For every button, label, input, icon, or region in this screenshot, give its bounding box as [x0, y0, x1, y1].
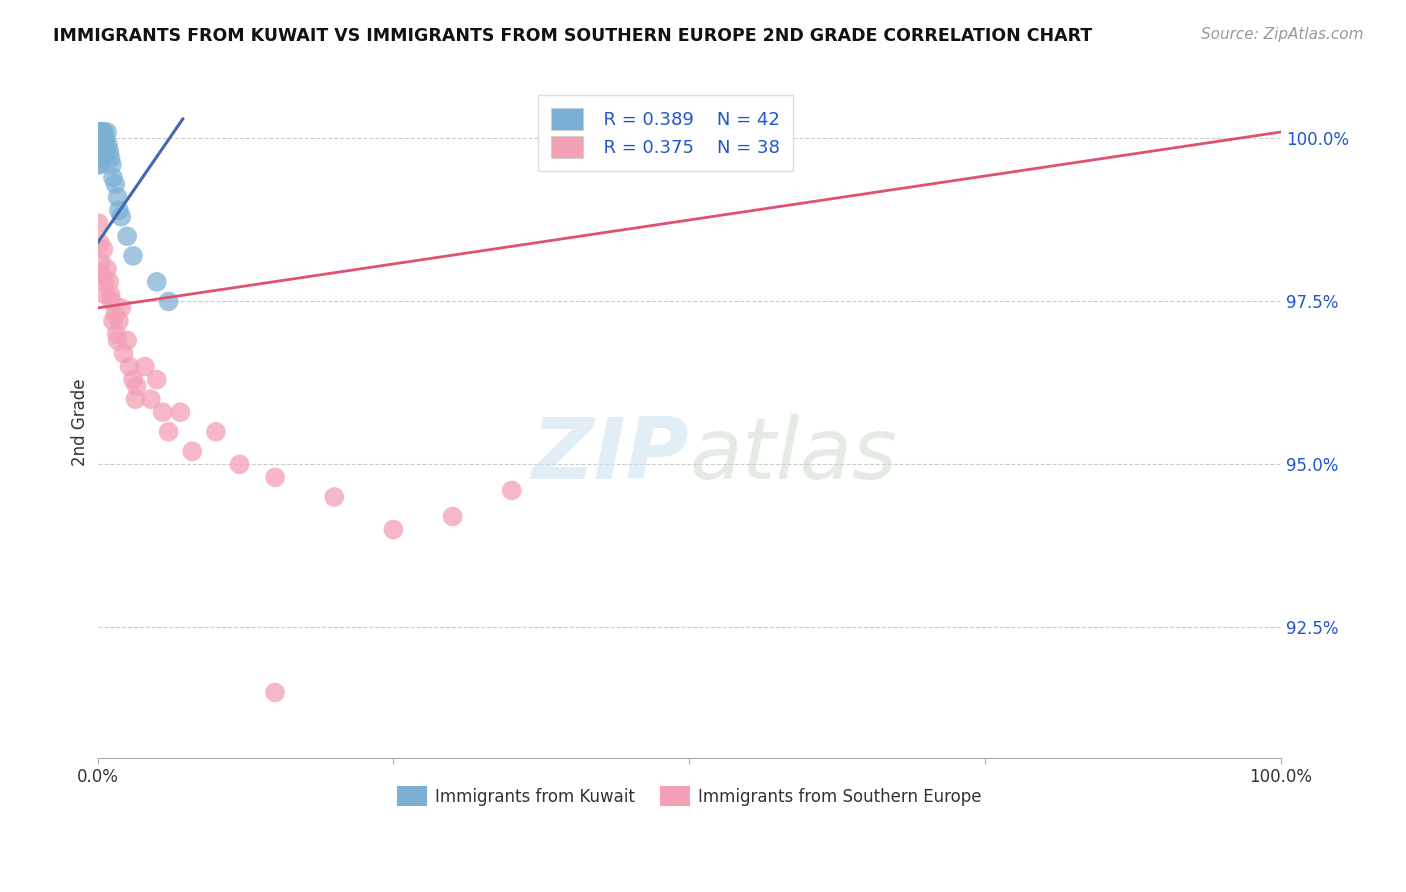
Point [94, 145, 117, 159]
Legend: Immigrants from Kuwait, Immigrants from Southern Europe: Immigrants from Kuwait, Immigrants from … [389, 780, 988, 814]
Point [125, 379, 148, 393]
Point [90, 145, 112, 159]
Point [115, 229, 138, 244]
Point [89, 235, 111, 250]
Point [89, 151, 111, 165]
Text: atlas: atlas [689, 414, 897, 497]
Point [100, 157, 122, 171]
Point [87, 216, 110, 230]
Point [228, 458, 250, 472]
Point [90, 138, 112, 153]
Point [100, 288, 122, 302]
Point [87, 145, 110, 159]
Point [107, 190, 129, 204]
Point [169, 405, 191, 419]
Point [110, 210, 132, 224]
Point [115, 334, 138, 348]
Point [87, 131, 110, 145]
Point [264, 470, 287, 484]
Point [91, 125, 114, 139]
Point [108, 314, 131, 328]
Point [89, 157, 111, 171]
Point [96, 261, 118, 276]
Point [157, 294, 180, 309]
Point [145, 373, 167, 387]
Point [93, 131, 115, 145]
Point [89, 145, 111, 159]
Point [323, 490, 346, 504]
Point [157, 425, 180, 439]
Point [145, 275, 167, 289]
Point [501, 483, 523, 498]
Point [124, 392, 146, 407]
Point [87, 125, 110, 139]
Point [89, 131, 111, 145]
Point [93, 145, 115, 159]
Point [87, 145, 110, 159]
Point [104, 177, 127, 191]
Point [104, 308, 127, 322]
Point [101, 170, 124, 185]
Point [98, 275, 121, 289]
Point [107, 334, 129, 348]
Point [90, 125, 112, 139]
Point [264, 685, 287, 699]
Point [93, 125, 115, 139]
Point [181, 444, 204, 458]
Text: Source: ZipAtlas.com: Source: ZipAtlas.com [1201, 27, 1364, 42]
Point [87, 138, 110, 153]
Point [91, 268, 114, 283]
Point [112, 346, 135, 360]
Point [205, 425, 228, 439]
Text: ZIP: ZIP [531, 414, 689, 497]
Point [87, 138, 110, 153]
Point [101, 314, 124, 328]
Point [94, 131, 117, 145]
Point [100, 294, 122, 309]
Point [91, 131, 114, 145]
Point [108, 203, 131, 218]
Point [118, 359, 141, 374]
Point [90, 255, 112, 269]
Point [105, 326, 128, 341]
Point [152, 405, 174, 419]
Point [87, 151, 110, 165]
Point [441, 509, 464, 524]
Point [122, 373, 145, 387]
Point [89, 125, 111, 139]
Point [97, 138, 120, 153]
Y-axis label: 2nd Grade: 2nd Grade [72, 378, 89, 466]
Point [93, 242, 115, 256]
Point [96, 125, 118, 139]
Text: IMMIGRANTS FROM KUWAIT VS IMMIGRANTS FROM SOUTHERN EUROPE 2ND GRADE CORRELATION : IMMIGRANTS FROM KUWAIT VS IMMIGRANTS FRO… [53, 27, 1092, 45]
Point [93, 275, 115, 289]
Point [90, 131, 112, 145]
Point [382, 523, 405, 537]
Point [93, 138, 115, 153]
Point [89, 138, 111, 153]
Point [90, 151, 112, 165]
Point [122, 249, 145, 263]
Point [87, 157, 110, 171]
Point [94, 288, 117, 302]
Point [134, 359, 156, 374]
Point [110, 301, 132, 315]
Point [98, 145, 121, 159]
Point [139, 392, 162, 407]
Point [87, 131, 110, 145]
Point [100, 151, 122, 165]
